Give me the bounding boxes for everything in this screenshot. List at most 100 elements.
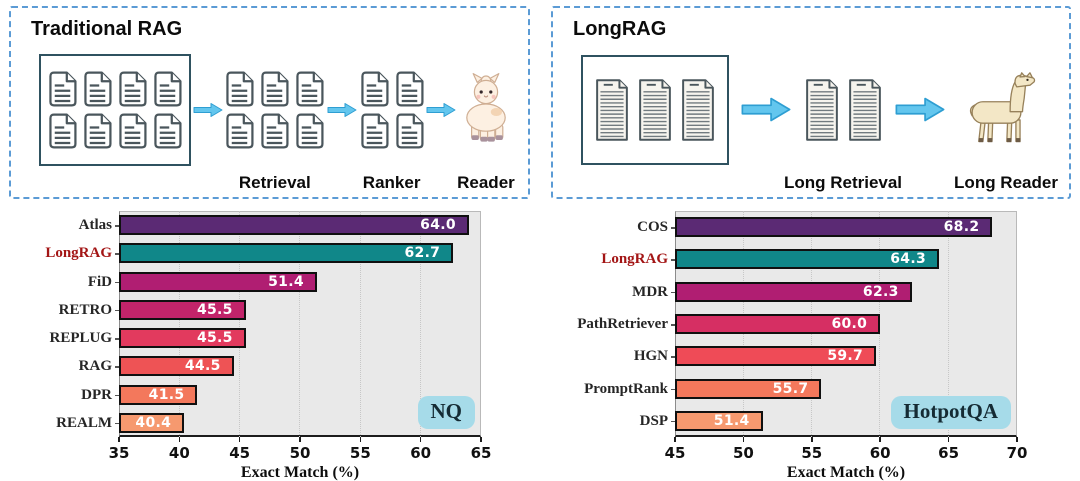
bar-promptrank: 55.7	[675, 378, 822, 399]
y-tick-mark	[115, 253, 119, 255]
y-tick-mark	[115, 338, 119, 340]
y-tick-mark	[671, 227, 675, 229]
x-tick-mark	[879, 437, 881, 442]
x-tick-label: 65	[470, 444, 492, 462]
bar-rag: 44.5	[119, 356, 234, 377]
x-tick-mark	[811, 437, 813, 442]
stage-label-reader: Reader	[457, 173, 515, 192]
category-label-dsp: DSP	[639, 412, 668, 429]
stage-label-retrieval: Retrieval	[238, 173, 311, 192]
x-tick-label: 50	[289, 444, 311, 462]
bar-value-label: 59.7	[827, 348, 864, 365]
x-tick-label: 55	[801, 444, 823, 462]
x-tick-mark	[674, 437, 676, 442]
bar-value-label: 62.3	[862, 283, 899, 300]
bar-fid: 51.4	[119, 271, 317, 292]
y-tick-mark	[671, 356, 675, 358]
x-tick-label: 40	[168, 444, 190, 462]
bar-value-label: 51.4	[713, 412, 750, 429]
bar-pathretriever: 60.0	[675, 314, 881, 334]
bar-value-label: 40.4	[135, 414, 172, 431]
longrag-flow: Long Retrieval Long Reader	[581, 42, 1058, 192]
x-tick-mark	[118, 437, 120, 442]
bar-longrag: 64.3	[675, 249, 940, 270]
bar-value-label: 68.2	[943, 219, 980, 236]
bar-hgn: 59.7	[675, 346, 877, 367]
x-tick-mark	[299, 437, 301, 442]
x-tick-mark	[480, 437, 482, 442]
stage-long-retrieval: Long Retrieval	[784, 42, 902, 192]
gridline	[238, 211, 240, 437]
category-label-atlas: Atlas	[78, 217, 112, 234]
bar-value-label: 44.5	[184, 358, 221, 375]
x-tick-mark	[419, 437, 422, 442]
bar-dpr: 41.5	[119, 384, 198, 405]
x-tick-label: 35	[108, 444, 130, 462]
stage-long-reader: Long Reader	[954, 42, 1058, 192]
x-tick-mark	[238, 437, 241, 442]
category-label-mdr: MDR	[632, 283, 668, 300]
y-tick-mark	[115, 225, 119, 227]
bar-value-label: 55.7	[772, 380, 809, 397]
stage-ranker: Ranker	[359, 42, 425, 192]
stage-retrieval: Retrieval	[224, 42, 325, 192]
x-tick-label: 55	[349, 444, 371, 462]
traditional-rag-panel: Traditional RAG Retrieval Ranker Reader	[9, 6, 530, 199]
bar-atlas: 64.0	[119, 215, 469, 236]
gridline	[947, 211, 949, 437]
bar-value-label: 62.7	[404, 245, 441, 262]
bar-retro: 45.5	[119, 299, 246, 320]
category-label-replug: REPLUG	[49, 330, 112, 347]
bar-value-label: 64.0	[420, 217, 456, 234]
stage-label-long-reader: Long Reader	[954, 173, 1058, 192]
bar-dsp: 51.4	[675, 410, 763, 431]
longrag-panel: LongRAG Long Retrieval Long Reader	[551, 6, 1071, 199]
bar-value-label: 64.3	[890, 251, 927, 268]
x-tick-mark	[178, 437, 181, 442]
category-label-promptrank: PromptRank	[584, 380, 668, 397]
y-tick-mark	[671, 324, 675, 326]
x-tick-mark	[359, 437, 362, 442]
bar-value-label: 45.5	[196, 330, 233, 347]
x-tick-label: 45	[229, 444, 251, 462]
gridline	[359, 211, 361, 437]
category-label-longrag: LongRAG	[601, 251, 668, 268]
bar-value-label: 51.4	[268, 273, 304, 290]
bar-mdr: 62.3	[675, 281, 912, 302]
y-tick-mark	[115, 309, 119, 312]
stage-label-ranker: Ranker	[362, 173, 421, 192]
x-tick-mark	[1016, 437, 1018, 442]
x-tick-label: 50	[732, 444, 754, 462]
bar-realm: 40.4	[119, 412, 185, 433]
dataset-badge: NQ	[417, 396, 475, 429]
category-label-pathretriever: PathRetriever	[577, 316, 668, 332]
y-tick-mark	[115, 281, 119, 284]
gridline	[178, 211, 180, 437]
x-tick-label: 60	[869, 444, 891, 462]
x-tick-label: 45	[664, 444, 686, 462]
y-tick-mark	[671, 420, 675, 423]
category-label-fid: FiD	[87, 273, 112, 290]
panel-title-longrag: LongRAG	[573, 18, 667, 40]
y-tick-mark	[115, 422, 119, 425]
gridline	[419, 211, 421, 437]
category-label-realm: REALM	[56, 414, 112, 431]
category-label-hgn: HGN	[633, 348, 668, 365]
x-axis-label: Exact Match (%)	[786, 464, 906, 481]
x-tick-mark	[742, 437, 745, 442]
y-tick-mark	[671, 291, 675, 294]
dataset-badge: HotpotQA	[890, 396, 1011, 429]
bar-value-label: 41.5	[148, 386, 185, 403]
bar-cos: 68.2	[675, 217, 993, 238]
bar-value-label: 45.5	[196, 301, 233, 318]
y-tick-mark	[115, 366, 119, 368]
x-tick-mark	[947, 437, 950, 442]
x-axis-label: Exact Match (%)	[240, 464, 360, 481]
y-tick-mark	[671, 388, 675, 391]
gridline	[299, 211, 301, 437]
stage-label-long-retrieval: Long Retrieval	[783, 173, 903, 192]
panel-title-traditional: Traditional RAG	[31, 18, 183, 40]
bar-longrag: 62.7	[119, 243, 454, 264]
